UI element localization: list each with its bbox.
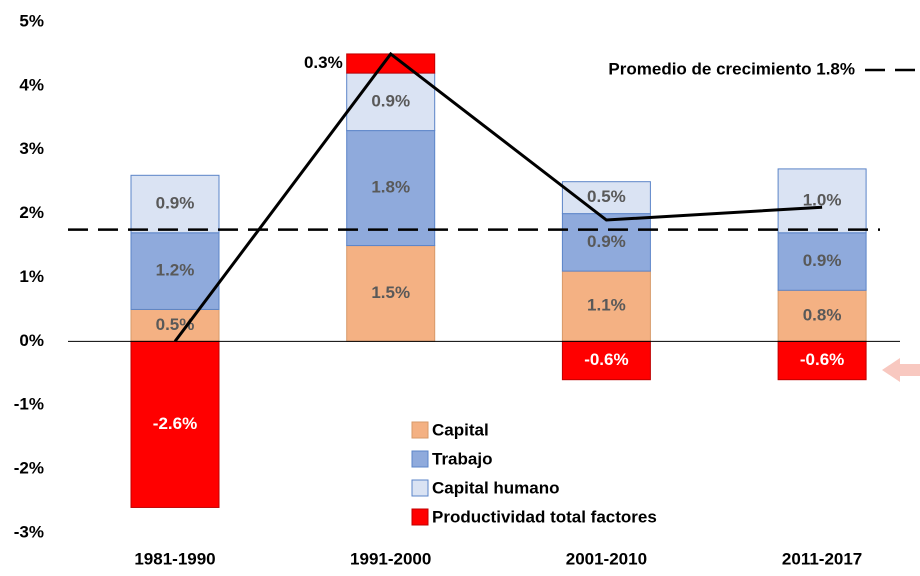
data-label: 1.8% <box>371 178 410 197</box>
legend-swatch <box>411 421 429 439</box>
legend-label: Trabajo <box>432 449 492 468</box>
bar-segment <box>346 53 436 74</box>
data-label: 0.8% <box>803 305 842 324</box>
legend-label: Capital humano <box>432 478 560 497</box>
data-label: 1.0% <box>803 190 842 209</box>
bar-segment <box>777 340 867 381</box>
y-tick-label: -2% <box>14 459 44 478</box>
data-label: 0.9% <box>587 232 626 251</box>
data-label: -0.6% <box>800 350 844 369</box>
bar-segment <box>561 340 651 381</box>
y-tick-label: 0% <box>19 331 44 350</box>
arrow-icon <box>882 358 920 382</box>
bar-segment <box>777 168 867 234</box>
average-label: Promedio de crecimiento 1.8% <box>608 59 855 78</box>
x-tick-label: 1981-1990 <box>134 549 215 568</box>
data-label: 0.9% <box>803 251 842 270</box>
data-label: -2.6% <box>153 414 197 433</box>
bar-segment <box>130 340 220 508</box>
data-label: 0.9% <box>371 91 410 110</box>
bar-segment <box>130 308 220 342</box>
data-label: 0.3% <box>304 53 343 72</box>
bar-segment <box>346 130 436 247</box>
data-label: 0.9% <box>156 194 195 213</box>
y-tick-label: -3% <box>14 522 44 541</box>
legend-label: Capital <box>432 420 489 439</box>
bar-segment <box>561 270 651 342</box>
y-tick-label: 1% <box>19 267 44 286</box>
y-tick-label: 4% <box>19 75 44 94</box>
x-tick-label: 2001-2010 <box>566 549 647 568</box>
bar-segment <box>777 232 867 291</box>
legend-swatch <box>411 479 429 497</box>
data-label: 1.5% <box>371 283 410 302</box>
y-tick-label: 5% <box>19 11 44 30</box>
x-tick-label: 2011-2017 <box>782 549 862 568</box>
legend-swatch <box>411 450 429 468</box>
bar-segment <box>777 289 867 342</box>
legend-label: Productividad total factores <box>432 507 657 526</box>
data-label: 1.2% <box>156 261 195 280</box>
bar-segment <box>561 213 651 272</box>
bar-segment <box>130 174 220 234</box>
bar-segment <box>346 72 436 132</box>
x-tick-label: 1991-2000 <box>350 549 431 568</box>
data-label: 0.5% <box>587 187 626 206</box>
data-label: -0.6% <box>584 350 628 369</box>
legend-swatch <box>411 508 429 526</box>
y-tick-label: 2% <box>19 203 44 222</box>
y-tick-label: 3% <box>19 139 44 158</box>
y-tick-label: -1% <box>14 395 44 414</box>
total-line <box>173 51 823 343</box>
data-label: 1.1% <box>587 296 626 315</box>
